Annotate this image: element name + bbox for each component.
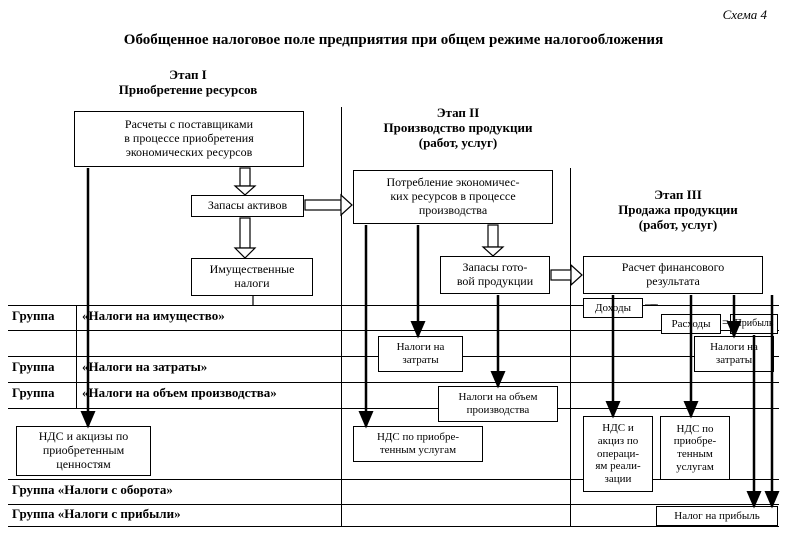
block-arrow-down-1 [235,168,255,195]
block-arrow-down-2 [483,225,503,256]
block-arrow-down-3 [235,218,255,258]
block-arrow-right-1 [305,195,352,215]
group-label-divider [76,305,77,408]
row-line [8,526,779,527]
block-arrow-right-2 [551,265,582,285]
arrows-layer [8,8,779,526]
